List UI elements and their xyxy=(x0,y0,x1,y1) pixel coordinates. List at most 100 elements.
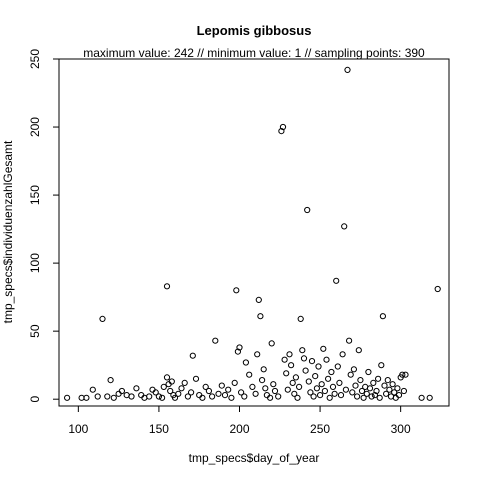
y-axis: 0 50 100 150 200 250 xyxy=(28,49,60,403)
data-point xyxy=(341,223,348,230)
data-point xyxy=(181,379,188,386)
data-point xyxy=(146,393,153,400)
data-point xyxy=(383,390,390,397)
data-point xyxy=(270,381,277,388)
data-point xyxy=(354,393,361,400)
data-point xyxy=(218,382,225,389)
x-tick-label: 200 xyxy=(229,422,249,436)
data-point xyxy=(189,352,196,359)
y-axis-label: tmp_specs$individuenzahlGesamt xyxy=(1,140,15,323)
data-point xyxy=(268,340,275,347)
data-point xyxy=(357,377,364,384)
data-point xyxy=(89,386,96,393)
data-points xyxy=(64,66,441,401)
data-point xyxy=(402,371,409,378)
data-point xyxy=(233,287,240,294)
data-point xyxy=(399,371,406,378)
data-point xyxy=(275,393,282,400)
data-point xyxy=(336,379,343,386)
x-axis: 100 150 200 250 300 xyxy=(68,405,411,436)
data-point xyxy=(371,392,378,399)
data-point xyxy=(300,355,308,362)
data-point xyxy=(294,394,301,401)
data-point xyxy=(254,351,261,358)
data-point xyxy=(163,374,171,381)
data-point xyxy=(267,394,274,401)
data-point xyxy=(418,394,425,401)
data-point xyxy=(346,337,353,344)
data-point xyxy=(175,390,182,397)
data-point xyxy=(358,387,366,395)
data-point xyxy=(308,358,316,365)
data-point xyxy=(178,385,185,392)
data-point xyxy=(317,392,324,399)
data-point xyxy=(278,128,285,135)
x-axis-label: tmp_specs$day_of_year xyxy=(189,451,320,465)
y-tick-label: 50 xyxy=(28,324,42,338)
data-point xyxy=(334,363,341,370)
data-point xyxy=(215,390,222,397)
data-point xyxy=(426,394,433,401)
data-point xyxy=(323,356,330,363)
data-point xyxy=(329,383,337,390)
y-tick-label: 250 xyxy=(28,49,42,69)
data-point xyxy=(242,359,249,366)
data-point xyxy=(118,387,126,395)
data-point xyxy=(381,382,388,389)
data-point xyxy=(209,393,216,400)
data-point xyxy=(259,377,266,384)
data-point xyxy=(379,313,386,320)
data-point xyxy=(355,347,362,354)
y-tick-label: 0 xyxy=(28,396,42,403)
data-point xyxy=(315,363,322,370)
data-point xyxy=(283,370,290,377)
data-point xyxy=(246,371,253,378)
data-point xyxy=(234,348,241,355)
data-point xyxy=(155,393,162,400)
data-point xyxy=(304,206,311,214)
x-tick-label: 250 xyxy=(310,422,330,436)
data-point xyxy=(360,394,367,401)
data-point xyxy=(365,368,372,376)
data-point xyxy=(199,394,206,401)
data-point xyxy=(252,390,259,397)
data-point xyxy=(321,387,328,395)
data-point xyxy=(394,385,401,392)
data-point xyxy=(94,393,101,400)
data-point xyxy=(370,379,377,386)
data-point xyxy=(159,394,166,401)
data-point xyxy=(163,283,171,290)
data-point xyxy=(279,123,287,131)
data-point xyxy=(320,345,327,352)
data-point xyxy=(231,379,238,386)
data-point xyxy=(249,383,256,390)
data-point xyxy=(241,393,248,400)
data-point xyxy=(395,392,403,399)
data-point xyxy=(350,366,357,373)
data-point xyxy=(238,389,245,396)
data-point xyxy=(262,385,269,392)
data-point xyxy=(389,381,396,388)
x-tick-label: 100 xyxy=(68,422,88,436)
data-point xyxy=(292,374,299,381)
data-point xyxy=(313,385,320,392)
x-tick-label: 300 xyxy=(391,422,411,436)
data-point xyxy=(281,356,288,363)
data-point xyxy=(236,344,243,351)
chart-title: Lepomis gibbosus xyxy=(197,23,312,38)
data-point xyxy=(288,362,295,369)
data-point xyxy=(339,351,346,358)
data-point xyxy=(347,371,354,378)
data-point xyxy=(391,389,398,396)
data-point xyxy=(349,389,356,396)
data-point xyxy=(291,390,298,397)
data-point xyxy=(307,389,314,396)
data-point xyxy=(133,385,140,392)
data-point xyxy=(184,393,191,400)
data-point xyxy=(333,277,340,284)
data-point xyxy=(104,393,111,400)
data-point xyxy=(305,378,312,385)
data-point xyxy=(312,373,319,380)
data-point xyxy=(378,362,385,369)
data-point xyxy=(99,315,106,322)
